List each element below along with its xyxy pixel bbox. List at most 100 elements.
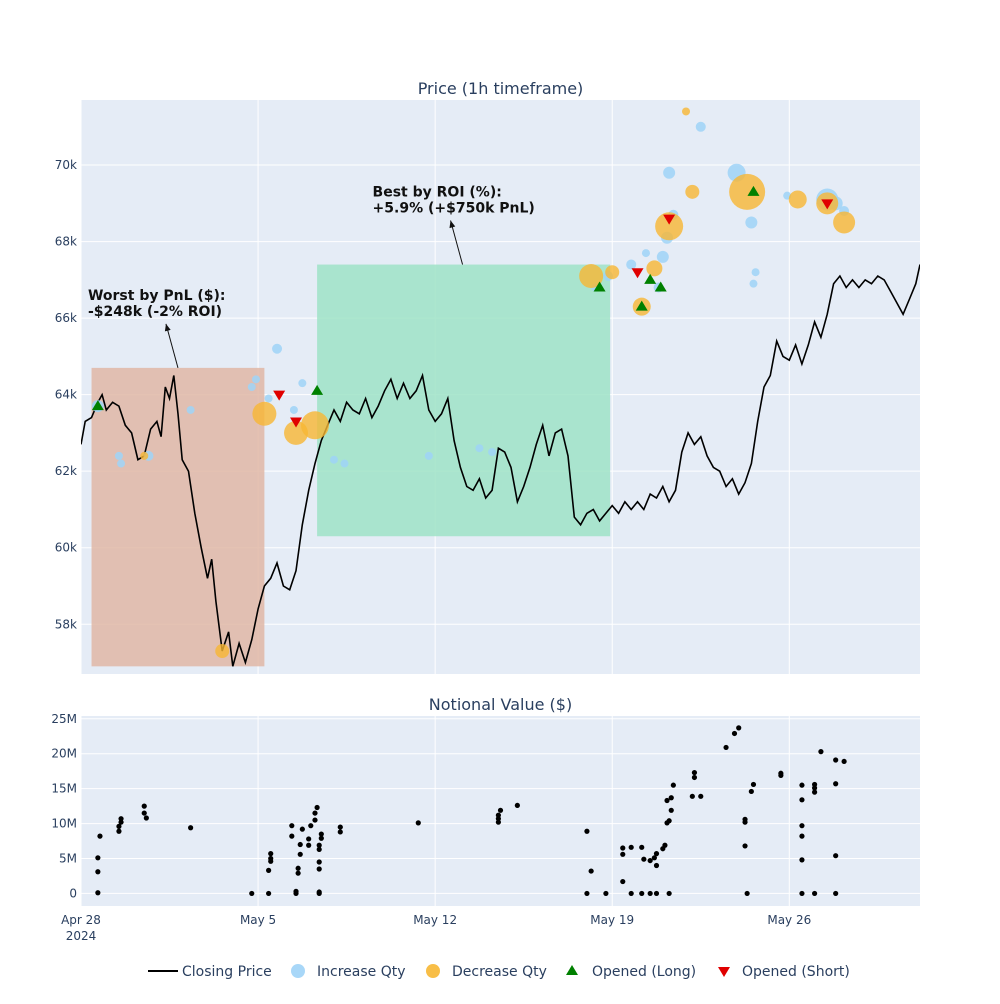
increase-qty-marker: [186, 405, 195, 414]
notional-point: [293, 888, 299, 894]
y-tick-label: 25M: [51, 712, 77, 726]
notional-point: [691, 769, 698, 776]
notional-point: [841, 758, 847, 765]
legend-swatch-triangle-down: [718, 967, 730, 977]
notional-point: [318, 831, 324, 837]
notional-point: [116, 828, 122, 834]
legend-swatch-circle: [426, 964, 440, 978]
legend-label: Opened (Long): [592, 964, 696, 980]
notional-point: [266, 867, 272, 873]
legend-label: Decrease Qty: [452, 964, 547, 980]
notional-point: [318, 835, 324, 841]
notional-point: [316, 846, 322, 853]
annotation-text: +5.9% (+$750k PnL): [373, 201, 535, 217]
notional-point: [620, 845, 626, 851]
notional-point: [628, 890, 634, 897]
price-plot: 58k 60k 62k 64k 66k 68k 70k Price (1h timeframe…: [55, 79, 920, 674]
x-tick-sublabel: 2024: [66, 929, 97, 943]
notional-point: [588, 868, 594, 874]
notional-point: [337, 824, 343, 830]
x-tick-label: May 5: [240, 913, 276, 927]
increase-qty-marker: [424, 451, 433, 460]
opened-short-marker: [273, 390, 286, 401]
increase-qty-marker: [626, 259, 637, 270]
x-tick-label: Apr 28: [61, 913, 101, 927]
notional-point: [249, 890, 255, 897]
notional-point: [653, 890, 660, 897]
notional-point: [799, 857, 805, 863]
decrease-qty-marker: [215, 644, 230, 659]
x-tick-label: May 19: [590, 913, 634, 927]
opened-short-marker: [290, 417, 303, 428]
plot-title: Notional Value ($): [429, 695, 572, 714]
y-tick-label: 60k: [55, 541, 77, 555]
notional-point: [651, 855, 657, 861]
notional-point: [833, 757, 839, 763]
notional-point: [497, 807, 504, 813]
annotation-text: Worst by PnL ($):: [88, 288, 226, 304]
annotation-arrowhead: [164, 323, 171, 332]
notional-point: [316, 889, 322, 895]
notional-point: [662, 842, 668, 848]
notional-point: [689, 793, 695, 799]
decrease-qty-marker: [140, 451, 149, 460]
legend-label: Closing Price: [182, 964, 272, 980]
notional-point: [811, 781, 818, 788]
closing-price-line: [81, 264, 920, 667]
y-tick-label: 70k: [55, 158, 77, 172]
notional-point: [312, 817, 318, 823]
increase-qty-marker: [117, 459, 126, 468]
notional-point: [584, 828, 590, 834]
legend-swatch-triangle-up: [566, 965, 578, 975]
y-tick-label: 68k: [55, 235, 77, 249]
opened-long-marker: [593, 281, 606, 292]
increase-qty-marker: [475, 444, 484, 453]
notional-point: [620, 878, 626, 885]
decrease-qty-marker: [685, 184, 700, 199]
y-tick-label: 66k: [55, 311, 77, 325]
y-tick-label: 5M: [59, 852, 77, 866]
notional-point: [295, 865, 301, 871]
notional-point: [141, 803, 147, 809]
increase-qty-marker: [656, 250, 669, 263]
notional-point: [799, 833, 805, 839]
opened-long-marker: [91, 400, 104, 411]
notional-point: [316, 859, 322, 865]
annotation-text: -$248k (-2% ROI): [88, 304, 222, 320]
decrease-qty-marker: [605, 265, 620, 280]
notional-point: [266, 890, 272, 897]
notional-point: [316, 866, 322, 872]
notional-point: [316, 842, 322, 848]
notional-point: [299, 826, 305, 832]
y-tick-label: 20M: [51, 747, 77, 761]
notional-point: [833, 853, 839, 859]
increase-qty-marker: [340, 459, 349, 468]
notional-point: [670, 782, 676, 788]
notional-point: [116, 823, 122, 829]
notional-point: [297, 851, 303, 857]
increase-qty-marker: [488, 448, 497, 457]
notional-point: [95, 855, 101, 861]
annotation-text: Best by ROI (%):: [373, 185, 502, 201]
y-tick-label: 62k: [55, 464, 77, 478]
increase-qty-marker: [114, 451, 123, 460]
notional-point: [118, 816, 124, 822]
decrease-qty-marker: [655, 212, 684, 241]
decrease-qty-marker: [788, 190, 807, 209]
notional-point: [778, 770, 784, 776]
annotation-arrow: [450, 220, 464, 265]
notional-point: [736, 725, 742, 731]
x-tick-label: May 26: [767, 913, 811, 927]
notional-point: [141, 810, 147, 816]
y-tick-label: 64k: [55, 388, 77, 402]
notional-point: [833, 781, 839, 787]
notional-point: [731, 730, 738, 737]
notional-point: [415, 820, 421, 826]
notional-point: [306, 836, 312, 842]
notional-point: [666, 818, 672, 824]
notional-point: [143, 815, 149, 821]
increase-qty-marker: [329, 455, 338, 464]
y-tick-label: 0: [69, 886, 77, 900]
notional-point: [653, 862, 660, 869]
